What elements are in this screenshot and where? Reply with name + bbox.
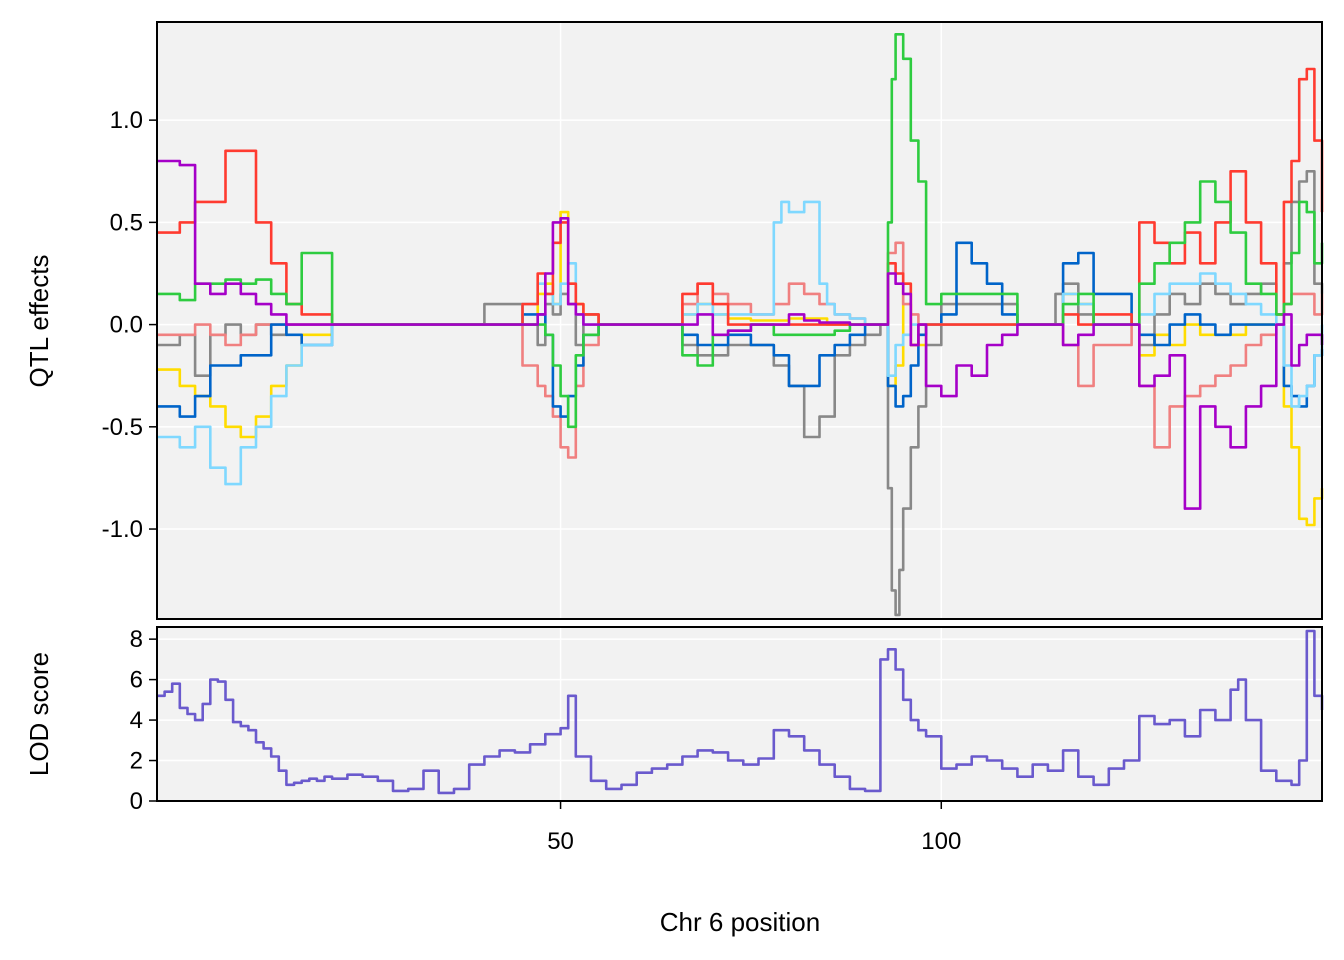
- lod-lines: [157, 629, 1324, 795]
- effects-y-axis-title: QTL effects: [24, 255, 54, 388]
- y-tick-label: -1.0: [102, 516, 143, 543]
- effects-plot-border: [156, 21, 1323, 620]
- y-tick-label: 2: [130, 748, 143, 775]
- x-tick-label: 50: [547, 828, 574, 855]
- x-tick-labels: 50 100: [547, 801, 961, 855]
- y-tick-label: 4: [130, 707, 143, 734]
- lod-y-tick-labels: 0 2 4 6 8: [130, 626, 157, 815]
- effects-plot-background: [157, 22, 1322, 619]
- lod-y-axis-title: LOD score: [24, 652, 54, 776]
- effects-y-tick-labels: -1.0 -0.5 0.0 0.5 1.0: [102, 107, 157, 543]
- series-line-0: [157, 629, 1324, 795]
- x-tick-label: 100: [921, 828, 961, 855]
- y-tick-label: 0: [130, 788, 143, 815]
- y-tick-label: 0.0: [110, 312, 143, 339]
- series-line-4: [157, 200, 1324, 486]
- lod-plot-border: [156, 626, 1323, 802]
- effects-lines: [157, 33, 1324, 617]
- y-tick-label: 6: [130, 667, 143, 694]
- lod-panel: 0 2 4 6 8 50 100 LOD score Chr 6 position: [24, 626, 1324, 937]
- y-tick-label: 8: [130, 626, 143, 653]
- y-tick-label: 1.0: [110, 107, 143, 134]
- effects-panel: -1.0 -0.5 0.0 0.5 1.0 QTL effects: [24, 21, 1324, 620]
- y-tick-label: 0.5: [110, 209, 143, 236]
- series-line-7: [157, 159, 1324, 510]
- y-tick-label: -0.5: [102, 414, 143, 441]
- lod-plot-background: [157, 627, 1322, 801]
- x-axis-title: Chr 6 position: [660, 907, 820, 937]
